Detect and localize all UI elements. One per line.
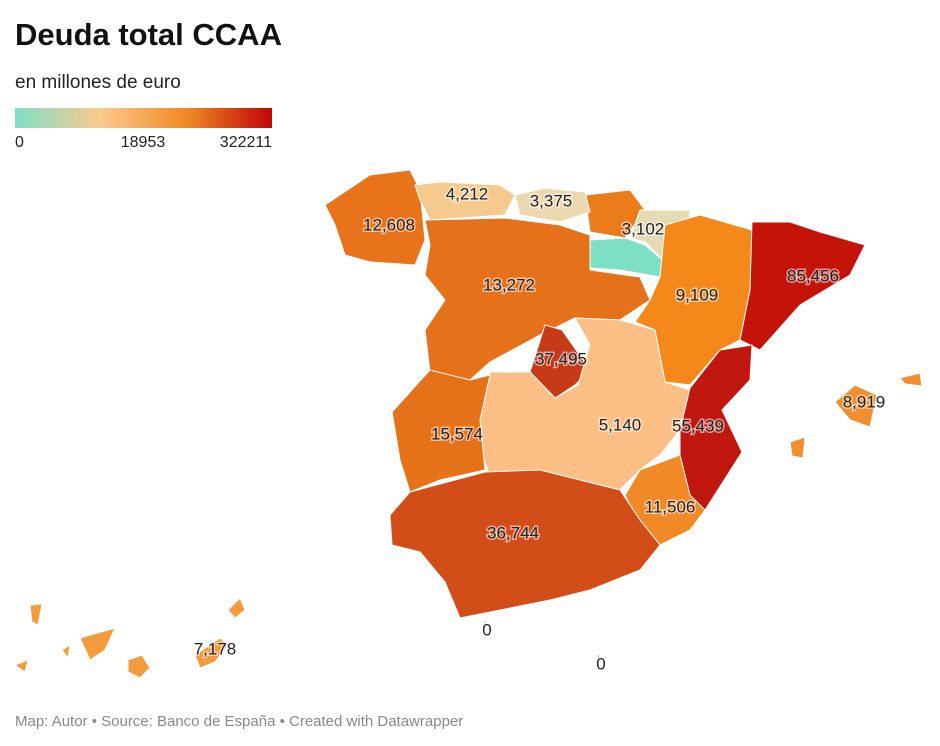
- region-label: 13,272: [483, 275, 535, 294]
- region-label: 9,109: [676, 285, 719, 304]
- region-label: 3,102: [622, 219, 665, 238]
- region: [595, 653, 601, 660]
- region-label: 0: [596, 654, 605, 673]
- legend-tick-label: 18953: [121, 134, 166, 151]
- region: [834, 384, 878, 428]
- region: [194, 637, 229, 669]
- legend-tick-label: 0: [15, 134, 24, 151]
- legend-bar: [15, 108, 272, 128]
- region: [389, 469, 661, 619]
- region-label: 12,608: [363, 215, 415, 234]
- region-label: 37,495: [535, 349, 587, 368]
- region: [324, 169, 426, 266]
- region-label: 4,212: [446, 184, 489, 203]
- region: [739, 221, 866, 351]
- region-label: 0: [482, 620, 491, 639]
- region-label: 3,375: [530, 191, 573, 210]
- region-label: 15,574: [431, 424, 483, 443]
- subtitle: en millones de euro: [15, 72, 181, 93]
- region: [227, 597, 246, 619]
- region: [514, 187, 591, 223]
- region-label: 7,178: [194, 639, 237, 658]
- footer: Map: Autor • Source: Banco de España • C…: [15, 713, 463, 730]
- unlabeled-regions: [584, 189, 666, 278]
- region: [480, 619, 488, 625]
- region: [127, 654, 151, 679]
- region: [424, 217, 651, 381]
- region-label: 55,439: [672, 416, 724, 435]
- region-label: 11,506: [645, 497, 696, 516]
- region-label: 85,456: [787, 266, 839, 285]
- region: [29, 603, 43, 626]
- region: [789, 436, 806, 459]
- region: [61, 643, 71, 660]
- region: [899, 372, 923, 387]
- legend-tick-label: 322211: [220, 134, 272, 151]
- region: [13, 659, 29, 673]
- region-label: 5,140: [599, 415, 642, 434]
- region-label: 8,919: [843, 392, 886, 411]
- title: Deuda total CCAA: [15, 17, 282, 52]
- region: [414, 181, 516, 221]
- region: [391, 369, 491, 493]
- region-label: 36,744: [487, 523, 539, 542]
- region: [79, 627, 116, 661]
